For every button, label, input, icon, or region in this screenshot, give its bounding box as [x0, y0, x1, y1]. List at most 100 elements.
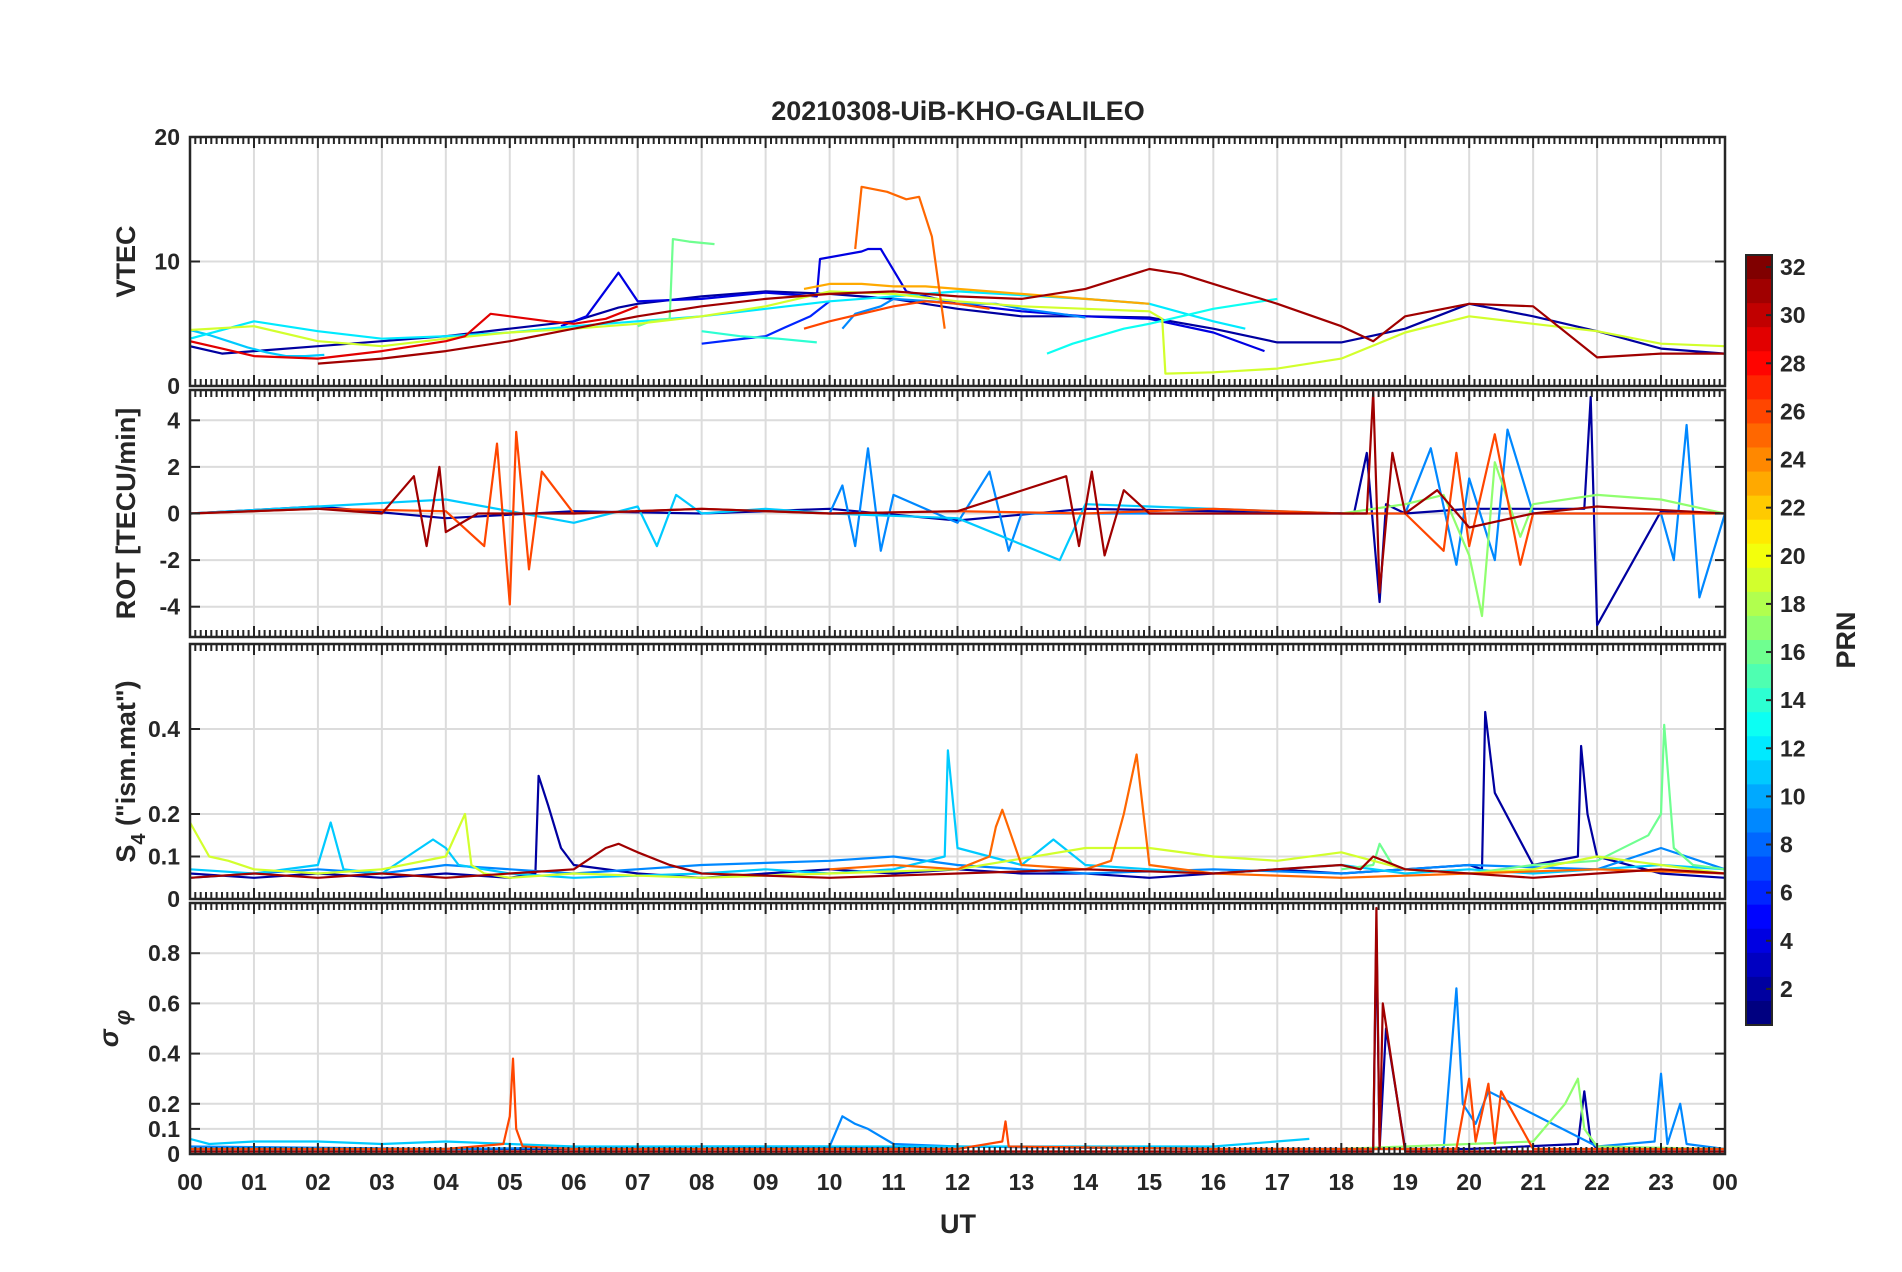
- s4-y-tick-label: 0.1: [148, 844, 180, 870]
- panel-rot: -4 -2 0 2 4 ROT [TECU/min]: [111, 388, 1727, 639]
- colorbar-swatch: [1746, 471, 1772, 497]
- colorbar-swatch: [1746, 375, 1772, 400]
- vtec-series-prn-14: [701, 330, 817, 344]
- vtec-series-prn-6: [701, 300, 831, 345]
- rot-y-tick-label: -2: [160, 547, 180, 573]
- colorbar-tick-label: 22: [1780, 495, 1806, 521]
- s4-y-tick-label: 0.4: [148, 716, 180, 742]
- rot-y-tick-label: -4: [160, 594, 181, 620]
- colorbar-tick-label: 14: [1780, 687, 1806, 713]
- colorbar-tick-label: 8: [1780, 832, 1793, 858]
- x-tick-label: 19: [1392, 1169, 1418, 1195]
- vtec-series-group: [190, 185, 1725, 375]
- s4-x-ticks: [189, 644, 1726, 899]
- sigma_phi-y-tick-label: 0.8: [148, 940, 180, 966]
- colorbar-label: PRN: [1831, 611, 1861, 668]
- rot-series-prn-31: [190, 391, 1725, 594]
- x-tick-label: 00: [1712, 1169, 1738, 1195]
- s4-y-tick-label: 0.2: [148, 801, 180, 827]
- rot-series-prn-17: [1341, 461, 1725, 618]
- colorbar-tick-label: 16: [1780, 639, 1806, 665]
- x-tick-label: 01: [241, 1169, 267, 1195]
- colorbar-tick-label: 30: [1780, 302, 1806, 328]
- x-axis-label: UT: [940, 1209, 976, 1239]
- chart-title: 20210308-UiB-KHO-GALILEO: [771, 96, 1145, 126]
- x-tick-label: 09: [753, 1169, 779, 1195]
- colorbar-swatch: [1746, 712, 1772, 737]
- rot-y-tick-label: 4: [167, 407, 180, 433]
- colorbar-tick-label: 10: [1780, 783, 1806, 809]
- vtec-y-tick-label: 0: [167, 373, 180, 399]
- x-tick-label: 12: [945, 1169, 971, 1195]
- x-tick-label: 17: [1264, 1169, 1290, 1195]
- rot-series-prn-9: [828, 423, 1725, 599]
- vtec-series-prn-31: [317, 267, 1725, 365]
- panel-sigma_phi: 00.10.2 0.4 0.6 0.8 σφ 00 01 02 03 04 05 06 07 08 09 10…: [94, 901, 1738, 1195]
- vtec-series-prn-23: [803, 282, 1150, 305]
- sigma_phi-y-tick-label: 0.6: [148, 990, 180, 1016]
- rot-x-ticks: [189, 390, 1726, 637]
- colorbar-swatch: [1746, 856, 1772, 882]
- sigma_phi-x-ticks: [189, 903, 1726, 1154]
- sigma_phi-y-tick-label: 0.2: [148, 1091, 180, 1117]
- x-tick-label: 23: [1648, 1169, 1674, 1195]
- rot-series-prn-2: [190, 395, 1725, 627]
- rot-y-tick-label: 0: [167, 501, 180, 527]
- vtec-series-prn-19: [190, 290, 1725, 375]
- colorbar-swatch: [1746, 952, 1772, 978]
- x-tick-label: 00: [177, 1169, 203, 1195]
- vtec-series-prn-13: [1046, 297, 1278, 355]
- colorbar-swatch: [1746, 904, 1772, 930]
- colorbar-swatch: [1746, 1000, 1772, 1026]
- rot-y-axis-label: ROT [TECU/min]: [111, 408, 141, 619]
- vtec-series-prn-26: [803, 300, 990, 330]
- panel-s4: 0 0.1 0.2 0.4S4 ("ism.mat"): [111, 642, 1727, 912]
- vtec-x-ticks: [189, 137, 1726, 386]
- x-tick-label: 08: [689, 1169, 715, 1195]
- x-tick-label: 21: [1520, 1169, 1546, 1195]
- colorbar-tick-label: 2: [1780, 976, 1793, 1002]
- rot-series-group: [190, 391, 1725, 627]
- colorbar-frame: [1745, 254, 1773, 1026]
- sigma_phi-y-tick-label: 0.4: [148, 1041, 180, 1067]
- colorbar-tick-label: 28: [1780, 350, 1806, 376]
- colorbar-swatch: [1746, 760, 1772, 785]
- colorbar-tick-label: 6: [1780, 880, 1793, 906]
- colorbar-swatch: [1746, 808, 1772, 834]
- colorbar-swatch: [1746, 279, 1772, 304]
- x-tick-label: 11: [881, 1169, 906, 1195]
- colorbar-swatch: [1746, 567, 1772, 593]
- rot-y-tick-label: 2: [167, 454, 180, 480]
- vtec-y-axis-label: VTEC: [111, 225, 141, 297]
- s4-y-tick-label: 0: [167, 886, 180, 912]
- colorbar-tick-label: 20: [1780, 543, 1806, 569]
- sigma_phi-y-axis-label: σφ: [94, 1010, 135, 1047]
- colorbar-tick-label: 32: [1780, 254, 1806, 280]
- sigma_phi-series-prn-17: [1341, 1077, 1725, 1151]
- colorbar-swatch: [1746, 423, 1772, 449]
- x-tick-label: 07: [625, 1169, 651, 1195]
- x-tick-label: 06: [561, 1169, 587, 1195]
- panel-vtec: 0 10 20 VTEC: [111, 124, 1727, 399]
- x-tick-label: 02: [305, 1169, 331, 1195]
- vtec-series-prn-25: [854, 185, 946, 329]
- s4-series-prn-25: [829, 753, 1725, 879]
- colorbar-tick-label: 26: [1780, 398, 1806, 424]
- x-tick-label: 15: [1137, 1169, 1163, 1195]
- s4-series-group: [190, 710, 1725, 879]
- x-tick-label: 05: [497, 1169, 523, 1195]
- x-tick-label: 16: [1201, 1169, 1227, 1195]
- vtec-series-prn-11: [190, 328, 325, 358]
- colorbar-swatch: [1746, 327, 1772, 352]
- s4-y-axis-label: S4 ("ism.mat"): [111, 680, 150, 862]
- colorbar-tick-label: 24: [1780, 447, 1806, 473]
- sigma_phi-series-prn-9: [190, 987, 1725, 1151]
- x-tick-label: 03: [369, 1169, 395, 1195]
- sigma_phi-series-prn-11: [190, 1137, 1310, 1148]
- vtec-series-prn-4: [560, 247, 1265, 353]
- x-tick-label: 18: [1328, 1169, 1354, 1195]
- x-tick-label: 22: [1584, 1169, 1610, 1195]
